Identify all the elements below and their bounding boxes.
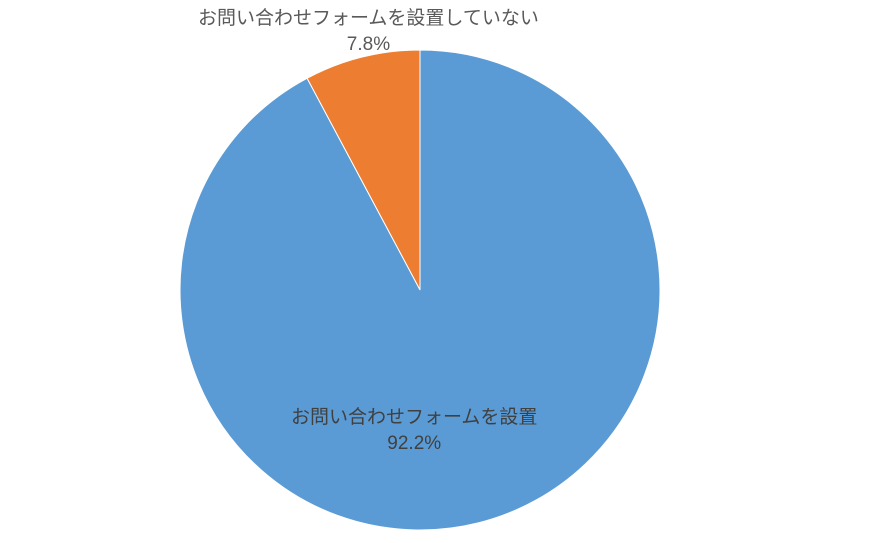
pie-slice-has-form xyxy=(180,50,660,530)
slice-label-no-form-text: お問い合わせフォームを設置していない xyxy=(198,8,539,29)
slice-label-no-form: お問い合わせフォームを設置していない 7.8% xyxy=(198,6,539,57)
slice-label-has-form-value: 92.2% xyxy=(387,433,441,454)
slice-label-no-form-value: 7.8% xyxy=(347,34,390,55)
pie-svg xyxy=(0,0,879,543)
slice-label-has-form-text: お問い合わせフォームを設置 xyxy=(291,407,537,428)
pie-chart: お問い合わせフォームを設置していない 7.8% お問い合わせフォームを設置 92… xyxy=(0,0,879,543)
slice-label-has-form: お問い合わせフォームを設置 92.2% xyxy=(291,405,537,456)
